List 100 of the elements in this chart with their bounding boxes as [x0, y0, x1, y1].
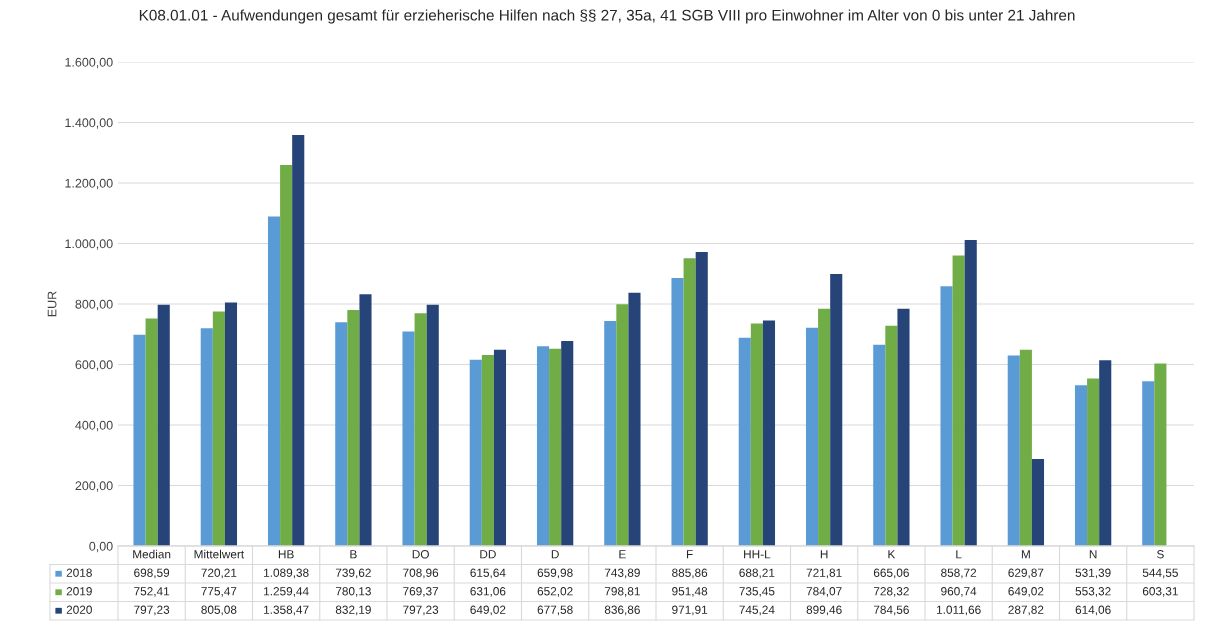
data-label: 1.259,44: [264, 587, 309, 597]
bar: [335, 322, 348, 546]
y-tick-label: 1.200,00: [65, 178, 113, 190]
data-label: 615,64: [470, 568, 506, 579]
y-tick-label: 400,00: [75, 420, 113, 432]
bar: [897, 308, 910, 546]
data-label: 735,45: [739, 587, 775, 597]
data-label: 649,02: [470, 605, 506, 616]
bar: [212, 311, 225, 546]
data-label: 752,41: [134, 587, 170, 597]
x-tick-label: D: [551, 550, 559, 559]
data-label: 728,32: [873, 587, 909, 597]
bar: [536, 346, 550, 546]
x-tick-label: DD: [480, 550, 496, 559]
bar: [133, 334, 146, 546]
data-label: 784,56: [873, 605, 909, 616]
x-tick-label: F: [686, 550, 693, 559]
data-label: 971,91: [672, 605, 708, 616]
bar: [762, 320, 776, 546]
data-label: 836,86: [604, 605, 640, 616]
bar: [347, 310, 360, 546]
data-label: 1.011,66: [936, 605, 981, 616]
y-axis-title: EUR: [47, 291, 57, 317]
bar: [616, 304, 629, 546]
legend-label: 2020: [66, 605, 92, 614]
bar: [1031, 458, 1045, 546]
data-label: 721,81: [806, 568, 842, 579]
bar: [292, 135, 305, 546]
bar: [414, 313, 427, 546]
bar: [549, 348, 562, 546]
y-tick-label: 1.400,00: [65, 118, 113, 129]
bar: [426, 304, 439, 546]
data-label: 631,06: [470, 587, 506, 597]
bar: [750, 323, 763, 546]
data-label: 805,08: [201, 605, 237, 616]
data-label: 629,87: [1008, 568, 1044, 579]
data-label: 769,37: [403, 587, 439, 597]
x-tick-label: H: [820, 550, 828, 559]
bar: [738, 337, 751, 546]
x-tick-label: DO: [412, 550, 429, 559]
data-label: 614,06: [1075, 605, 1111, 616]
bar: [1007, 355, 1020, 546]
x-tick-label: L: [956, 550, 962, 559]
data-label: 743,89: [604, 568, 640, 579]
bar: [885, 325, 898, 546]
x-tick-label: Median: [133, 549, 171, 559]
bar: [1142, 381, 1155, 546]
data-label: 531,39: [1075, 568, 1111, 579]
bar: [695, 252, 708, 546]
bar: [964, 239, 977, 546]
data-label: 688,21: [739, 568, 775, 579]
data-label: 798,81: [604, 587, 640, 597]
data-label: 698,59: [134, 568, 170, 579]
x-tick-label: K: [888, 550, 896, 559]
data-label: 784,07: [806, 587, 842, 597]
bar: [561, 341, 574, 546]
chart-title: K08.01.01 - Aufwendungen gesamt für erzieherische Hilfen nach §§ 27, 35a, 41 SGB VIII pro Einwohner im Alter von 0 bis unter 21 Jahren: [139, 9, 1075, 24]
data-label: 885,86: [672, 568, 708, 579]
data-label: 858,72: [941, 568, 977, 579]
data-label: 1.358,47: [264, 605, 309, 616]
bar: [359, 294, 372, 546]
bar: [1019, 349, 1032, 546]
x-tick-label: S: [1156, 550, 1164, 559]
bar: [145, 318, 158, 546]
data-label: 720,21: [201, 568, 237, 579]
bar: [671, 278, 684, 546]
data-label: 775,47: [201, 587, 237, 597]
data-label: 745,24: [739, 605, 775, 616]
data-label: 951,48: [672, 587, 708, 597]
data-label: 659,98: [537, 568, 573, 579]
data-label: 960,74: [941, 587, 977, 597]
bar: [952, 255, 965, 546]
data-label: 677,58: [537, 605, 573, 616]
bar: [940, 286, 953, 546]
x-tick-label: E: [619, 550, 626, 559]
bar: [157, 304, 170, 546]
legend-label: 2019: [66, 587, 92, 596]
x-tick-label: HB: [278, 550, 294, 559]
x-tick-label: Mittelwert: [194, 549, 245, 559]
data-label: 1.089,38: [264, 568, 309, 579]
bar: [200, 328, 213, 546]
bar: [604, 320, 617, 546]
bar: [1087, 378, 1100, 546]
data-label: 652,02: [537, 587, 573, 597]
bar: [628, 292, 641, 546]
y-tick-label: 200,00: [75, 481, 113, 492]
bar: [805, 327, 819, 546]
bar: [1154, 363, 1167, 546]
legend-label: 2018: [66, 568, 92, 577]
bar: [1074, 385, 1088, 546]
data-label: 739,62: [335, 568, 371, 579]
bar: [1099, 360, 1112, 546]
bar: [402, 331, 415, 546]
x-tick-label: HH-L: [744, 550, 771, 559]
bar: [818, 308, 831, 546]
data-label: 797,23: [403, 605, 439, 616]
bar: [493, 349, 507, 546]
y-tick-label: 0,00: [89, 541, 113, 553]
y-tick-label: 1.600,00: [65, 57, 113, 69]
x-tick-label: M: [1021, 550, 1030, 559]
